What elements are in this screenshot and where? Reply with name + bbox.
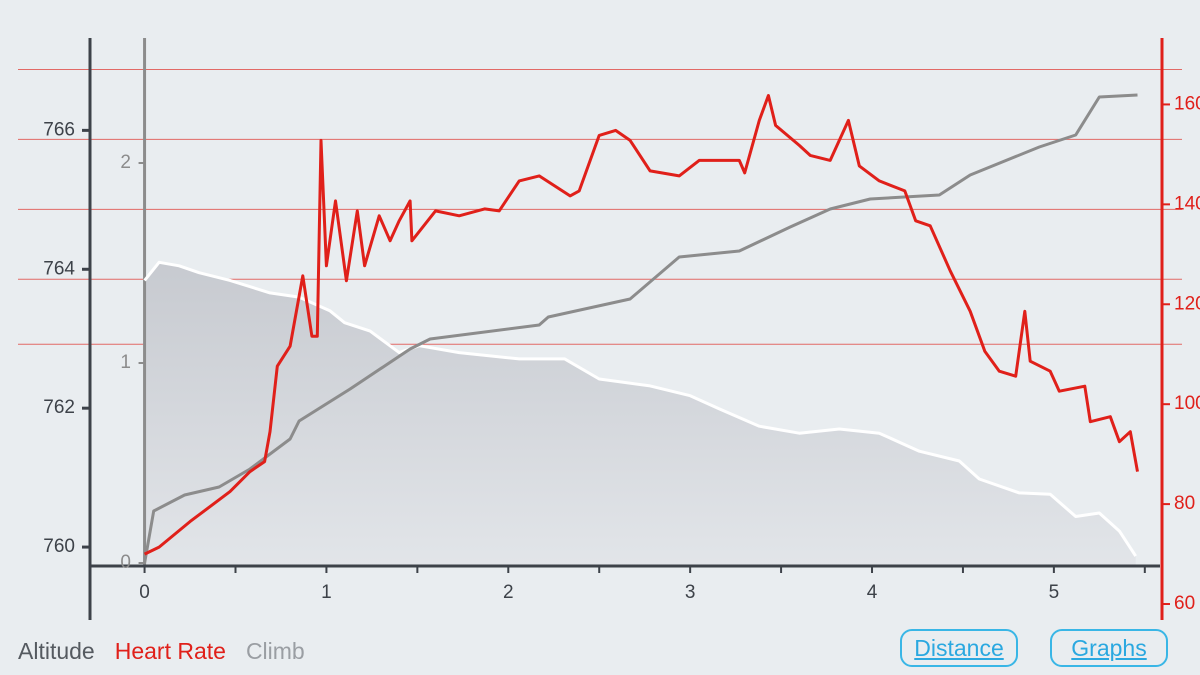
y-tick-label: 764 [43,258,75,279]
series-line [143,260,1137,557]
y3-tick-label: 2 [120,152,131,173]
altitude-area [144,262,1136,566]
x-tick-label: 5 [1049,582,1060,603]
y2-tick-label: 80 [1174,493,1195,514]
y3-tick-label: 1 [120,352,131,373]
x-tick-label: 1 [321,582,332,603]
y2-tick-label: 160 [1174,93,1200,114]
x-tick-label: 4 [867,582,878,603]
y2-tick-label: 60 [1174,593,1195,614]
y2-tick-label: 140 [1174,193,1200,214]
series-line [143,93,1138,564]
nav-button[interactable]: Distance [900,629,1018,667]
y3-tick-label: 0 [120,552,131,573]
x-tick-label: 2 [503,582,514,603]
y-tick-label: 760 [43,536,75,557]
y2-tick-label: 120 [1174,293,1200,314]
legend-entry: Altitude [18,638,95,664]
legend-entry: Climb [246,638,305,664]
series-line [143,94,1139,556]
nav-button[interactable]: Graphs [1050,629,1168,667]
y-tick-label: 762 [43,397,75,418]
y2-tick-label: 100 [1174,393,1200,414]
y-tick-label: 766 [43,119,75,140]
x-tick-label: 0 [139,582,150,603]
x-tick-label: 3 [685,582,696,603]
legend-entry: Heart Rate [115,638,226,664]
